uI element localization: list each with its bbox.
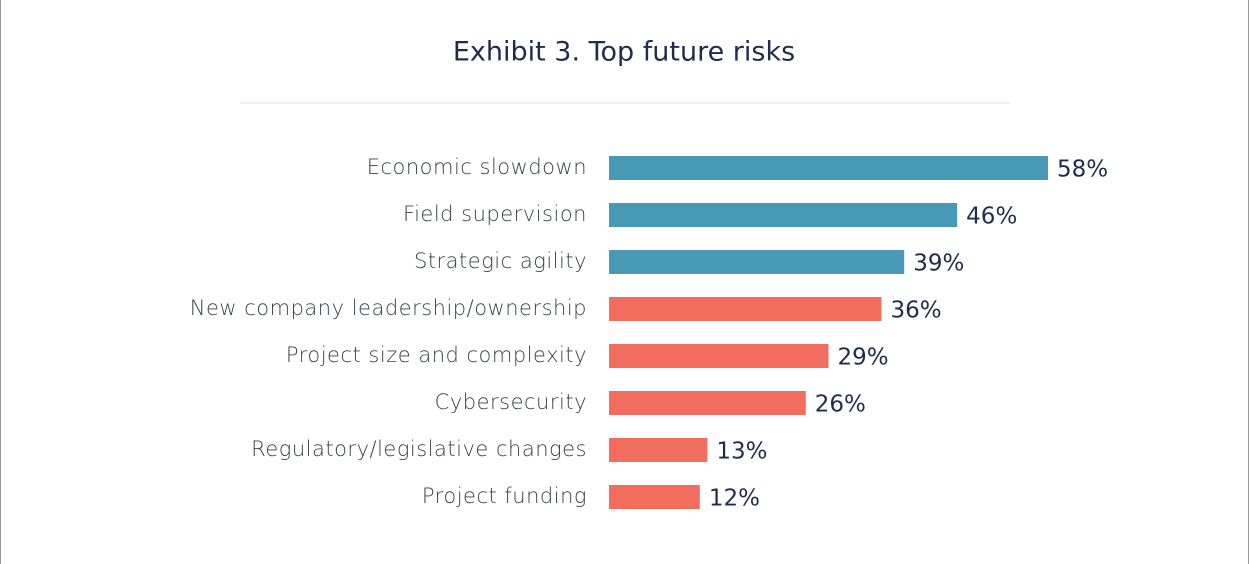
bar <box>609 297 882 321</box>
category-label: Regulatory/legislative changes <box>251 437 587 461</box>
category-label: Strategic agility <box>414 249 587 273</box>
bar <box>609 203 958 227</box>
value-label: 36% <box>890 298 941 324</box>
bar <box>609 485 700 509</box>
category-label: Project size and complexity <box>286 343 587 367</box>
value-label: 46% <box>966 204 1017 230</box>
category-label: Cybersecurity <box>435 390 587 414</box>
bar <box>609 391 806 415</box>
bar <box>609 344 829 368</box>
bar <box>609 250 905 274</box>
value-label: 39% <box>913 251 964 277</box>
category-label: Economic slowdown <box>367 155 587 179</box>
chart-title: Exhibit 3. Top future risks <box>453 37 795 68</box>
value-label: 26% <box>815 392 866 418</box>
bar <box>609 438 708 462</box>
value-label: 13% <box>716 439 767 465</box>
value-label: 58% <box>1057 157 1108 183</box>
bar <box>609 156 1048 180</box>
category-label: Project funding <box>422 484 587 508</box>
category-label: Field supervision <box>403 202 587 226</box>
value-label: 29% <box>838 345 889 371</box>
value-label: 12% <box>709 486 760 512</box>
category-label: New company leadership/ownership <box>190 296 587 320</box>
